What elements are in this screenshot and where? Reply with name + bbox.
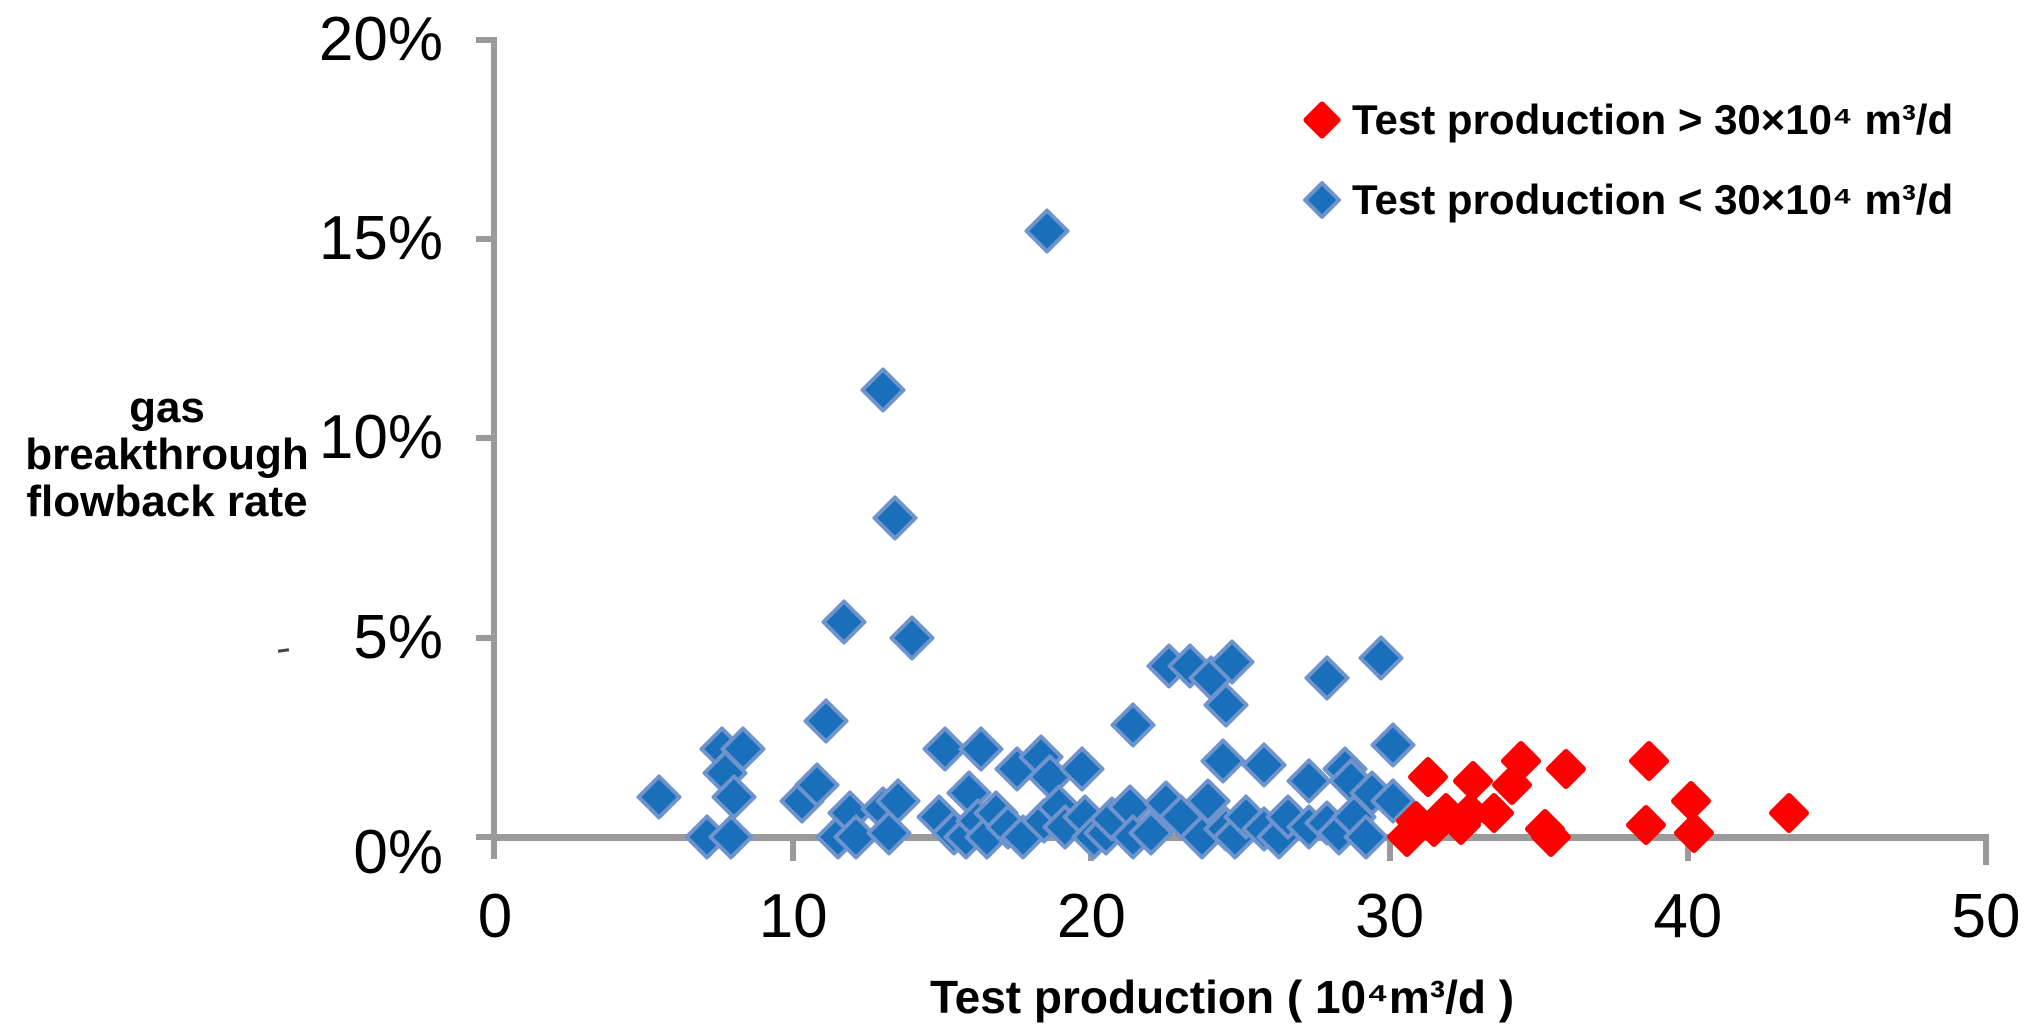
x-tick-mark (1684, 841, 1691, 861)
x-tick-mark (491, 841, 497, 859)
y-tick-label: 10% (318, 403, 443, 473)
x-tick-label: 0 (477, 882, 513, 951)
data-point-blue (1059, 745, 1106, 793)
y-tick-mark (476, 36, 495, 43)
red-diamond-icon (1302, 100, 1342, 140)
x-tick-label: 50 (1951, 882, 2021, 951)
y-tick-label: 0% (353, 818, 443, 887)
data-point-blue (635, 773, 683, 821)
legend-label-red: Test production > 30×10⁴ m³/d (1352, 96, 1954, 143)
y-axis-title-line3: flowback rate (26, 477, 308, 526)
y-tick-mark (476, 834, 495, 840)
y-tick-label: 15% (318, 203, 443, 273)
data-point-red (1544, 748, 1587, 791)
y-axis-title-line1: gas (129, 383, 205, 432)
x-tick-mark (1983, 841, 1989, 865)
data-point-red (1627, 740, 1671, 783)
data-point-blue (1369, 721, 1416, 769)
y-tick-mark (476, 634, 495, 641)
x-tick-label: 30 (1355, 882, 1425, 951)
data-point-red (1672, 811, 1715, 855)
data-point-red (1407, 755, 1450, 799)
data-point-blue (802, 698, 850, 745)
data-point-red (1767, 791, 1811, 835)
y-axis-title-line2: breakthrough (25, 430, 309, 479)
x-tick-label: 10 (758, 882, 828, 951)
data-point-blue (871, 494, 918, 542)
data-point-blue (820, 598, 868, 646)
x-tick-label: 20 (1056, 882, 1126, 951)
y-tick-label: 5% (353, 602, 443, 672)
blue-diamond-icon (1302, 180, 1342, 220)
data-point-blue (1357, 634, 1404, 681)
x-tick-mark (1386, 841, 1393, 861)
legend-label-blue: Test production < 30×10⁴ m³/d (1352, 176, 1954, 223)
x-tick-mark (790, 841, 797, 861)
y-tick-mark (476, 235, 495, 242)
y-axis-title: gas breakthrough flowback rate (17, 384, 317, 525)
data-point-blue (1303, 654, 1351, 701)
data-point-blue (889, 614, 936, 661)
y-tick-label: 20% (318, 4, 443, 74)
x-axis-title: Test production ( 10⁴m³/d ) (929, 971, 1515, 1023)
y-tick-mark (476, 435, 495, 442)
data-point-blue (859, 367, 906, 414)
y-axis-line (491, 37, 497, 858)
data-point-blue (1241, 741, 1288, 789)
data-point-blue (1109, 702, 1157, 749)
data-point-blue (1023, 207, 1070, 255)
x-tick-label: 40 (1653, 882, 1723, 951)
